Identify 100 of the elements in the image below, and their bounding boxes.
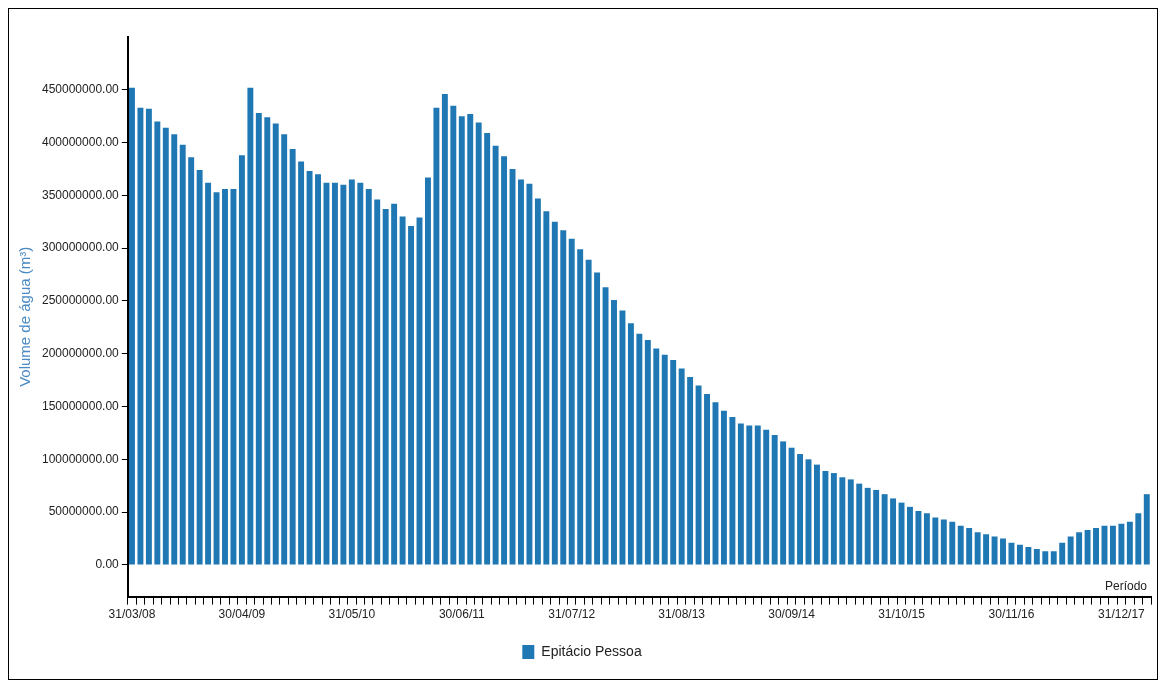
bar — [137, 107, 144, 565]
bar — [264, 117, 271, 565]
x-tick-label: 30/11/16 — [988, 607, 1035, 622]
bar — [720, 410, 727, 565]
bar — [433, 107, 440, 565]
bar — [847, 479, 854, 565]
bar — [526, 183, 533, 565]
bar — [974, 532, 981, 565]
bar — [1067, 536, 1074, 565]
bar — [1126, 521, 1133, 565]
x-tick-label: 31/10/15 — [878, 607, 926, 622]
y-tick-label: 50000000.00 — [48, 504, 120, 519]
x-tick-label: 30/09/14 — [768, 607, 816, 622]
bar — [188, 157, 195, 565]
bar — [907, 506, 913, 565]
x-tick-label: 31/12/17 — [1098, 607, 1146, 622]
legend-label: Epitácio Pessoa — [541, 642, 642, 659]
bar — [611, 299, 617, 565]
bar — [864, 487, 871, 565]
bar — [661, 354, 668, 565]
y-tick-label: 0.00 — [95, 557, 120, 572]
bar — [467, 114, 474, 565]
bar — [577, 249, 584, 565]
bar — [425, 177, 431, 565]
bar — [814, 464, 820, 565]
bar — [560, 230, 567, 565]
bar — [441, 94, 448, 565]
bar — [780, 441, 787, 565]
bar — [873, 489, 880, 565]
bar — [222, 189, 228, 565]
y-tick-label: 300000000.00 — [42, 240, 120, 255]
bar — [1143, 494, 1150, 565]
bar — [408, 226, 414, 565]
bar — [1135, 513, 1142, 565]
bar — [636, 333, 643, 565]
bar — [154, 121, 161, 565]
bar — [534, 198, 541, 565]
bar — [763, 429, 770, 565]
bar — [458, 116, 465, 565]
bar — [670, 360, 677, 565]
bar — [348, 179, 355, 565]
bar — [272, 123, 279, 565]
bar — [1025, 546, 1032, 565]
bar — [568, 238, 575, 565]
y-tick-label: 200000000.00 — [42, 346, 120, 361]
bar — [1050, 551, 1057, 565]
bar — [881, 494, 888, 565]
bar — [1000, 538, 1006, 565]
bar — [1042, 551, 1049, 565]
bar — [484, 133, 491, 565]
bar — [171, 134, 178, 565]
bar — [306, 171, 313, 565]
bar — [594, 272, 601, 565]
bar — [830, 473, 837, 565]
bar — [357, 182, 364, 565]
bar — [129, 87, 135, 565]
bar — [1084, 530, 1091, 565]
y-tick-label: 150000000.00 — [42, 398, 120, 413]
bar — [737, 423, 744, 565]
bar — [374, 199, 381, 565]
x-tick-label: 31/05/10 — [328, 607, 376, 622]
y-tick-label: 250000000.00 — [42, 293, 120, 308]
bar — [627, 323, 634, 565]
x-axis-title: Período — [1104, 578, 1148, 593]
y-axis-title: Volume de água (m³) — [16, 246, 34, 387]
bar — [788, 447, 795, 565]
bar — [1093, 527, 1099, 565]
bar — [213, 192, 220, 565]
bar — [281, 134, 288, 565]
bar — [1109, 525, 1116, 565]
bar — [399, 216, 406, 565]
bar — [822, 470, 829, 565]
bar — [839, 477, 846, 565]
y-tick-label: 400000000.00 — [42, 134, 120, 149]
x-tick-label: 30/06/11 — [438, 607, 486, 622]
bar — [289, 148, 296, 565]
bar — [923, 513, 930, 565]
bar — [1033, 549, 1040, 565]
y-tick-label: 350000000.00 — [42, 187, 120, 202]
bar — [492, 145, 499, 565]
bar — [551, 221, 558, 565]
bar — [644, 340, 651, 565]
bar — [315, 174, 321, 565]
bar — [247, 87, 254, 565]
bar — [729, 417, 736, 565]
bar — [797, 454, 804, 565]
bar — [1118, 523, 1125, 565]
bar — [145, 108, 152, 565]
x-tick-label: 31/03/08 — [108, 607, 156, 622]
bar — [932, 517, 939, 565]
bar — [331, 182, 338, 565]
bar — [518, 179, 524, 565]
bar — [940, 519, 947, 565]
x-tick-label: 31/07/12 — [548, 607, 596, 622]
y-tick-label: 100000000.00 — [42, 451, 120, 466]
bar — [890, 498, 897, 565]
bar — [382, 209, 389, 565]
bar — [230, 189, 237, 565]
bar — [238, 155, 245, 565]
bar — [340, 184, 347, 565]
